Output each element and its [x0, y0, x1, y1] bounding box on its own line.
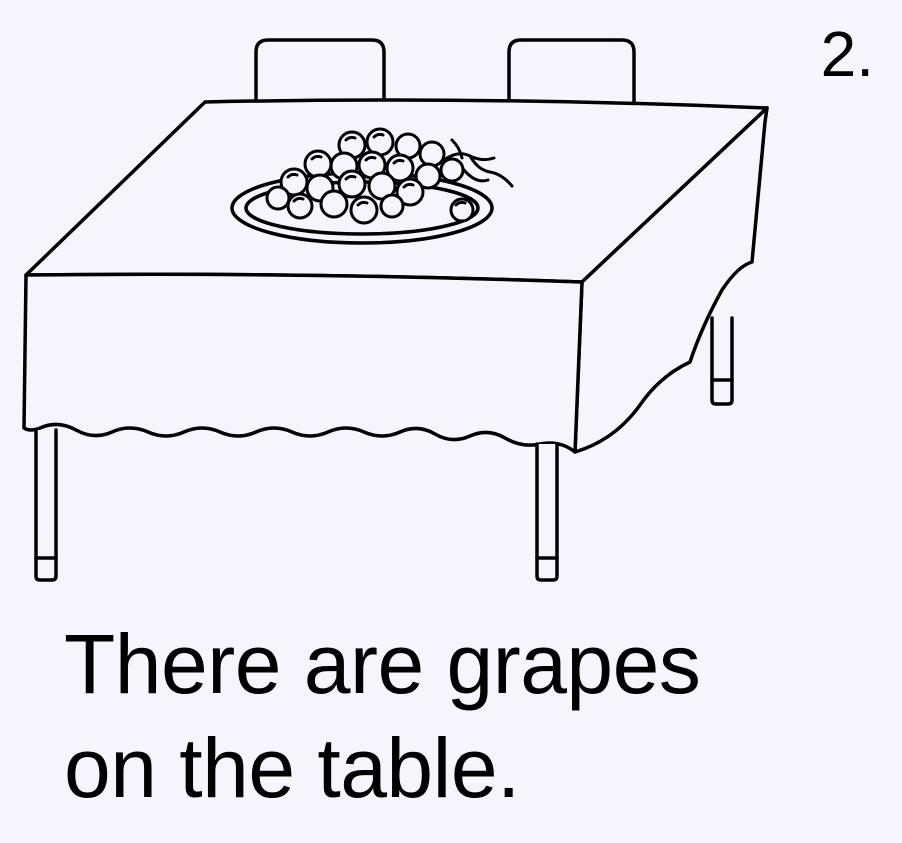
tablecloth-side	[573, 106, 769, 454]
caption-line-1: There are grapes	[64, 617, 701, 711]
table-illustration	[22, 38, 769, 582]
caption-text: There are grapes on the table.	[64, 612, 884, 820]
grapes	[265, 127, 475, 225]
grape-stem	[442, 138, 514, 188]
page-number: 2.	[820, 18, 874, 90]
chair-right	[507, 38, 636, 105]
caption-line-2: on the table.	[64, 721, 520, 815]
tablecloth-front	[22, 272, 584, 454]
chair-left	[254, 38, 386, 105]
table-leg-back-right	[710, 316, 734, 406]
table-leg-front-right	[535, 442, 559, 582]
table-leg-front-left	[34, 428, 58, 582]
